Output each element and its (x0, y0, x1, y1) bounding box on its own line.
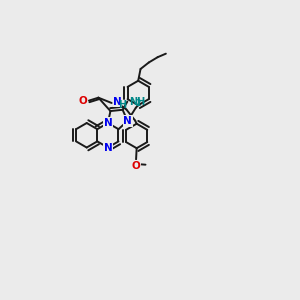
Text: H: H (118, 100, 126, 110)
Text: NH: NH (129, 97, 145, 106)
Text: N: N (113, 97, 122, 107)
Text: 2: 2 (135, 99, 140, 108)
Text: O: O (132, 160, 140, 171)
Text: O: O (79, 96, 88, 106)
Text: N: N (123, 116, 132, 126)
Text: N: N (103, 142, 112, 152)
Text: N: N (103, 118, 112, 128)
